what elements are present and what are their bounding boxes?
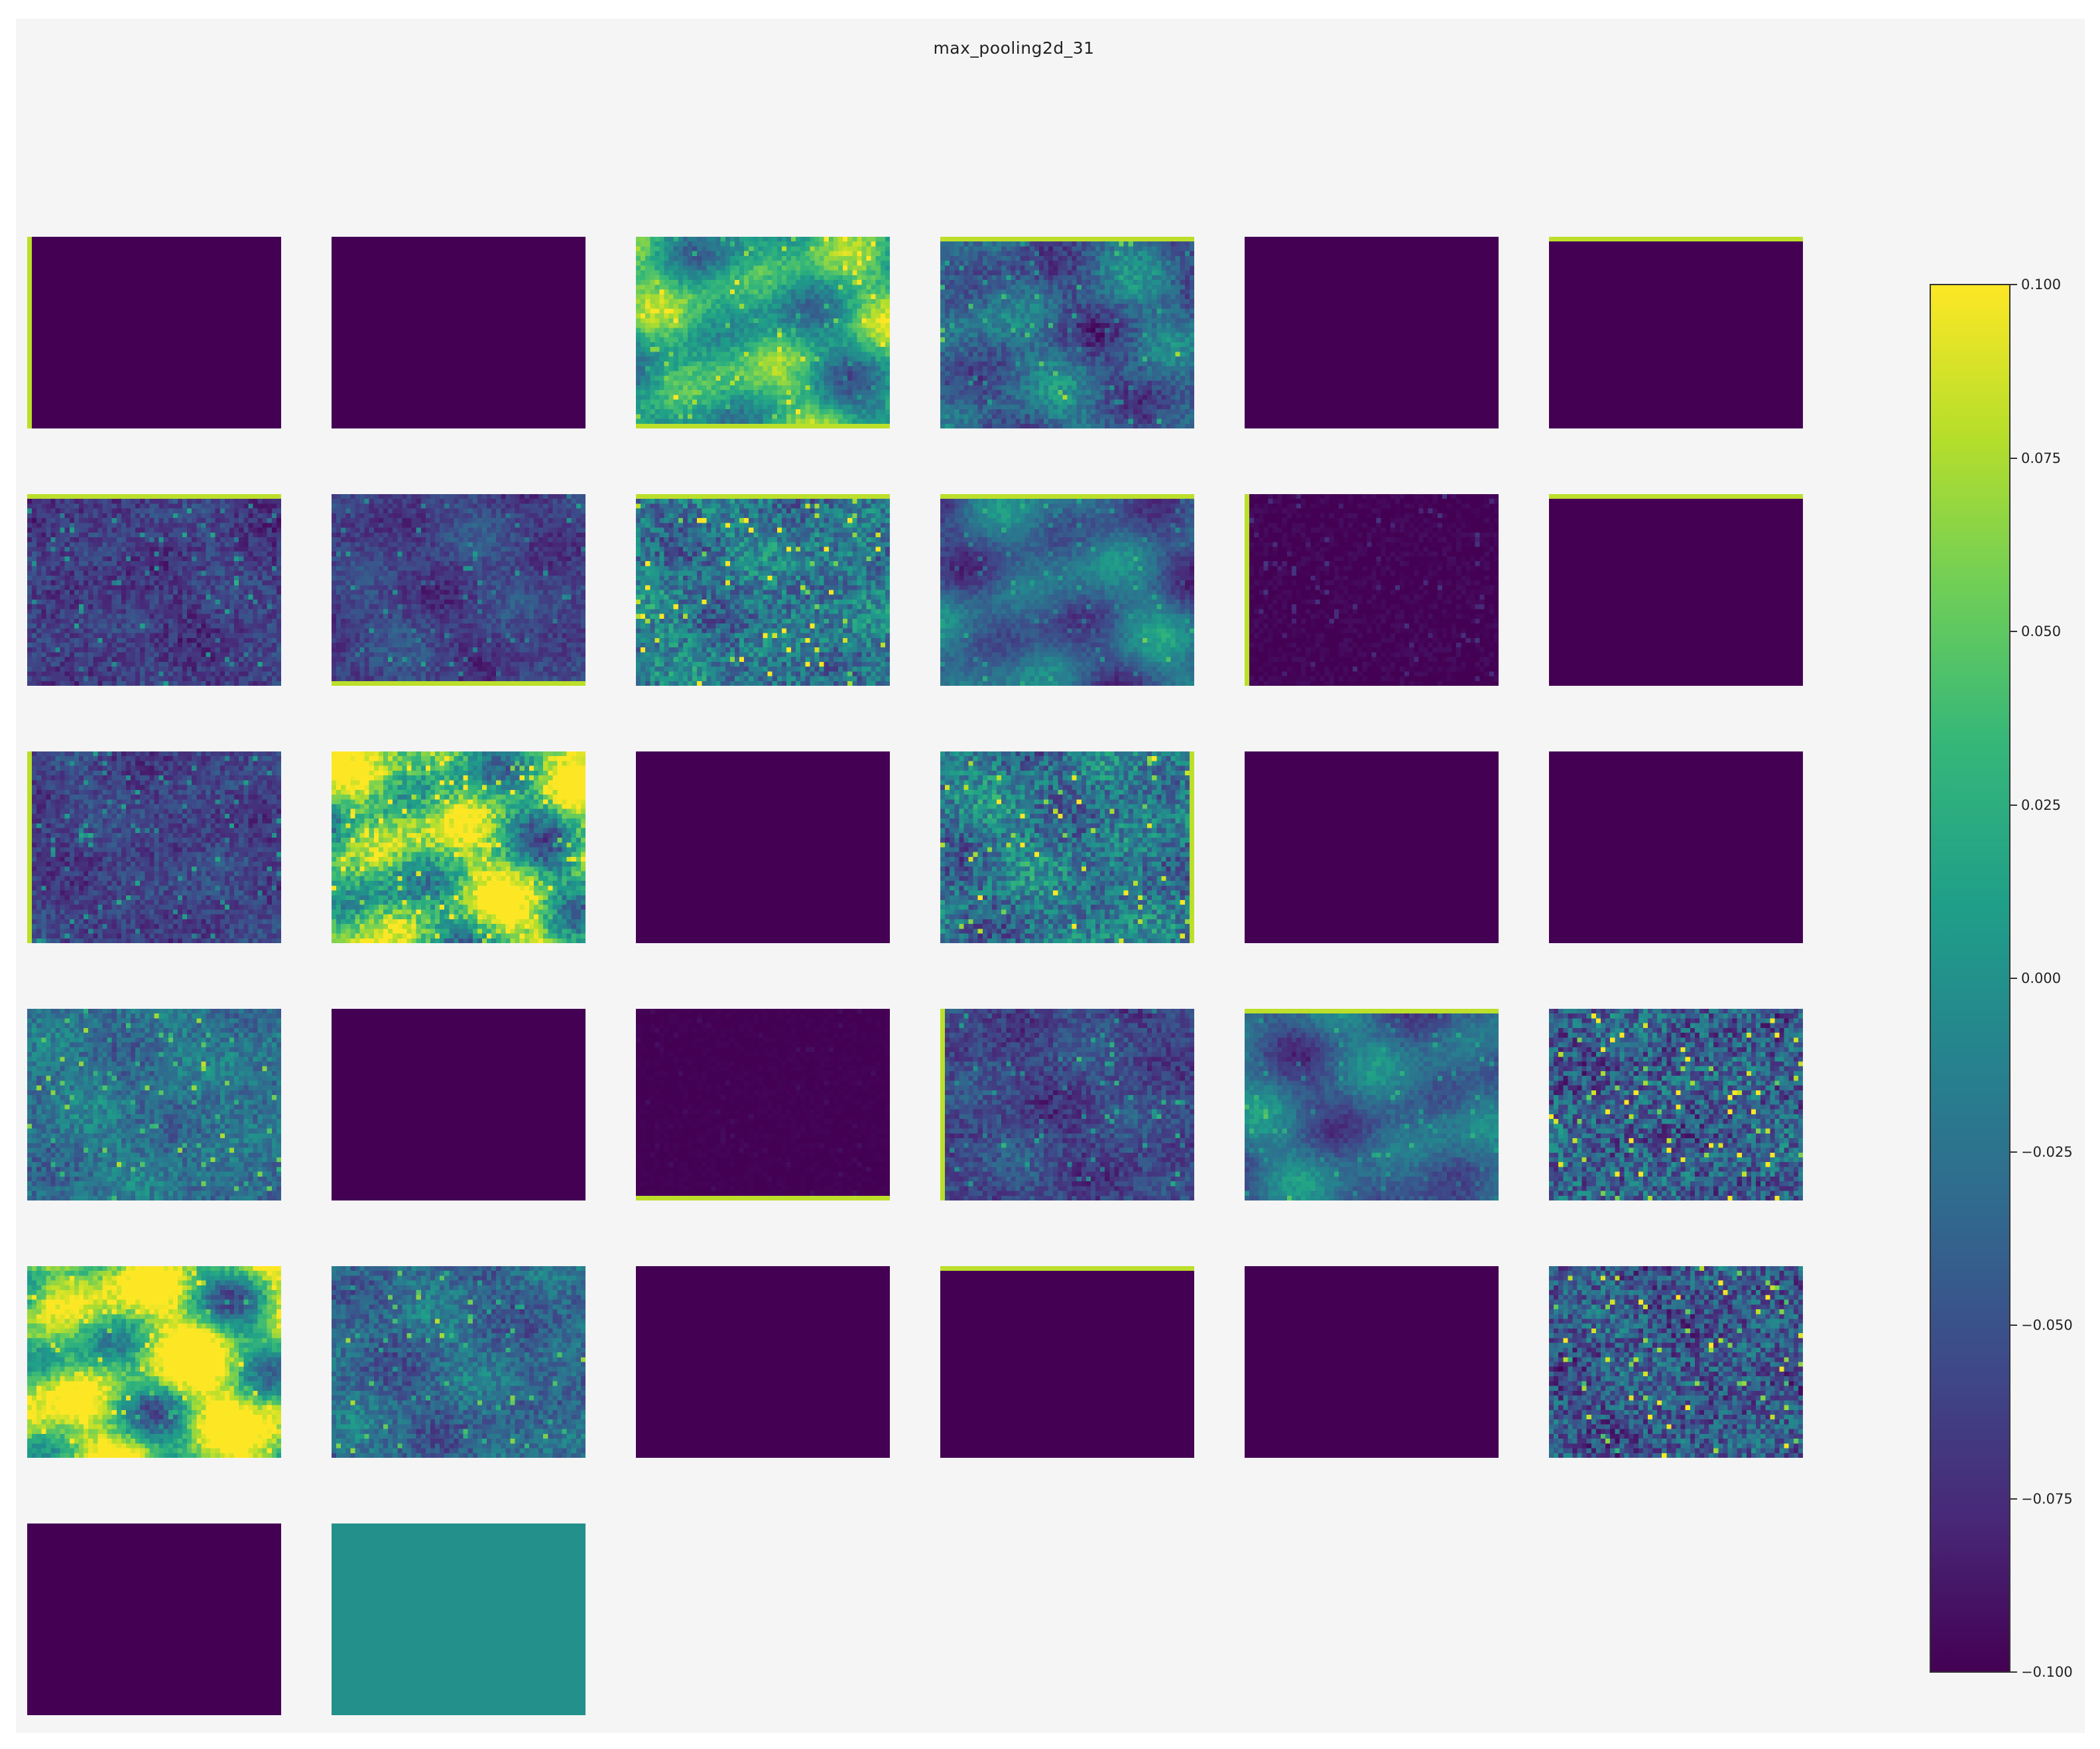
colorbar-tick-label: −0.100 [2021, 1664, 2073, 1680]
feature-map-18-heatmap [1549, 751, 1803, 943]
feature-map-19 [27, 1009, 281, 1200]
colorbar-tick-label: 0.025 [2021, 797, 2062, 813]
feature-map-4-heatmap [940, 237, 1194, 428]
feature-map-15 [636, 751, 890, 943]
colorbar-tick-label: −0.075 [2021, 1490, 2073, 1507]
feature-map-19-heatmap [27, 1009, 281, 1200]
colorbar-tick [2010, 631, 2017, 632]
feature-map-9 [636, 494, 890, 686]
feature-map-28-heatmap [940, 1266, 1194, 1458]
feature-map-5 [1245, 237, 1499, 428]
feature-map-32-heatmap [332, 1523, 586, 1715]
colorbar-tick [2010, 804, 2017, 806]
feature-map-5-heatmap [1245, 237, 1499, 428]
colorbar-gradient [1930, 284, 2010, 1673]
feature-map-23 [1245, 1009, 1499, 1200]
colorbar-tick [2010, 1325, 2017, 1326]
feature-map-26-heatmap [332, 1266, 586, 1458]
feature-map-16-heatmap [940, 751, 1194, 943]
colorbar: 0.100 0.075 0.050 0.025 0.000 −0.025 −0.050 −0.… [1930, 277, 2075, 1680]
feature-map-11-heatmap [1245, 494, 1499, 686]
feature-map-27-heatmap [636, 1266, 890, 1458]
colorbar-tick [2010, 457, 2017, 459]
feature-map-17 [1245, 751, 1499, 943]
feature-map-21 [636, 1009, 890, 1200]
colorbar-tick-label: 0.075 [2021, 450, 2062, 466]
feature-map-6-heatmap [1549, 237, 1803, 428]
colorbar-tick [2010, 1151, 2017, 1153]
feature-map-9-heatmap [636, 494, 890, 686]
feature-map-14-heatmap [332, 751, 586, 943]
feature-map-18 [1549, 751, 1803, 943]
feature-map-13 [27, 751, 281, 943]
feature-map-3-heatmap [636, 237, 890, 428]
feature-map-1 [27, 237, 281, 428]
feature-map-13-heatmap [27, 751, 281, 943]
colorbar-tick [2010, 284, 2017, 285]
feature-map-29-heatmap [1245, 1266, 1499, 1458]
feature-map-28 [940, 1266, 1194, 1458]
feature-map-22-heatmap [940, 1009, 1194, 1200]
feature-map-1-heatmap [27, 237, 281, 428]
feature-map-32 [332, 1523, 586, 1715]
feature-map-4 [940, 237, 1194, 428]
colorbar-tick [2010, 978, 2017, 979]
feature-map-10 [940, 494, 1194, 686]
feature-map-12 [1549, 494, 1803, 686]
colorbar-tick-label: 0.050 [2021, 623, 2062, 639]
colorbar-tick [2010, 1671, 2017, 1673]
colorbar-tick-label: 0.000 [2021, 970, 2062, 986]
feature-map-12-heatmap [1549, 494, 1803, 686]
feature-map-16 [940, 751, 1194, 943]
feature-map-27 [636, 1266, 890, 1458]
feature-map-24-heatmap [1549, 1009, 1803, 1200]
feature-map-31 [27, 1523, 281, 1715]
feature-map-23-heatmap [1245, 1009, 1499, 1200]
feature-map-22 [940, 1009, 1194, 1200]
chart-title: max_pooling2d_31 [933, 38, 1095, 58]
feature-map-11 [1245, 494, 1499, 686]
feature-map-10-heatmap [940, 494, 1194, 686]
feature-map-20 [332, 1009, 586, 1200]
feature-map-25 [27, 1266, 281, 1458]
feature-map-8 [332, 494, 586, 686]
feature-map-17-heatmap [1245, 751, 1499, 943]
feature-map-2 [332, 237, 586, 428]
feature-map-15-heatmap [636, 751, 890, 943]
feature-map-30-heatmap [1549, 1266, 1803, 1458]
feature-map-6 [1549, 237, 1803, 428]
feature-map-7 [27, 494, 281, 686]
colorbar-tick [2010, 1498, 2017, 1500]
feature-map-31-heatmap [27, 1523, 281, 1715]
feature-map-20-heatmap [332, 1009, 586, 1200]
feature-map-25-heatmap [27, 1266, 281, 1458]
feature-map-3 [636, 237, 890, 428]
feature-map-30 [1549, 1266, 1803, 1458]
figure: max_pooling2d_31 0.100 0.075 0.050 0.025 0.0… [16, 19, 2085, 1733]
feature-map-8-heatmap [332, 494, 586, 686]
colorbar-tick-label: 0.100 [2021, 277, 2062, 292]
colorbar-tick-label: −0.025 [2021, 1143, 2073, 1160]
feature-map-24 [1549, 1009, 1803, 1200]
feature-map-21-heatmap [636, 1009, 890, 1200]
feature-map-14 [332, 751, 586, 943]
colorbar-tick-label: −0.050 [2021, 1317, 2073, 1333]
feature-map-29 [1245, 1266, 1499, 1458]
feature-map-26 [332, 1266, 586, 1458]
feature-map-2-heatmap [332, 237, 586, 428]
feature-map-7-heatmap [27, 494, 281, 686]
